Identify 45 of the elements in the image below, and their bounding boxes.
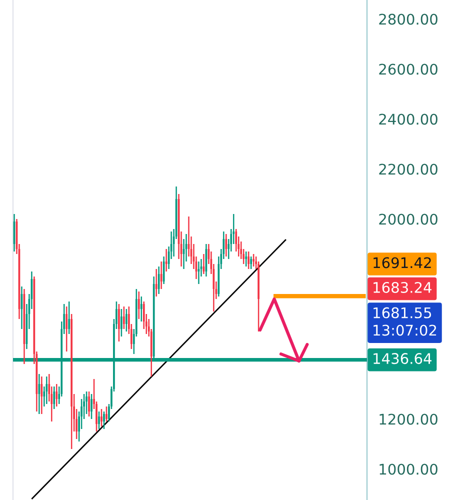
ref-line-label: 1436.64 xyxy=(374,353,432,364)
y-tick-label: 1000.00 xyxy=(380,464,438,475)
candlestick xyxy=(88,390,90,418)
candlestick xyxy=(138,290,140,320)
candlestick xyxy=(158,266,160,295)
candlestick xyxy=(155,268,158,298)
candlestick xyxy=(100,408,102,428)
candlestick xyxy=(40,376,43,415)
candlestick xyxy=(103,410,105,430)
candlestick xyxy=(38,373,40,415)
candlestick xyxy=(162,256,165,285)
candlestick xyxy=(140,296,142,322)
candlestick xyxy=(248,250,250,270)
candlestick xyxy=(125,308,128,332)
candlestick xyxy=(165,248,168,272)
y-tick-label: 1200.00 xyxy=(380,414,438,425)
candlestick xyxy=(160,260,162,290)
candlestick xyxy=(98,410,100,430)
candlestick xyxy=(235,228,238,252)
candlestick xyxy=(68,300,70,335)
candlestick xyxy=(86,390,88,415)
candlestick xyxy=(90,393,92,420)
candlestick xyxy=(56,383,58,408)
candlestick xyxy=(258,260,260,332)
candlestick xyxy=(106,406,108,422)
candlestick xyxy=(53,386,56,410)
candlestick xyxy=(46,376,48,405)
y-tick-label: 2200.00 xyxy=(379,164,438,175)
text: 1683.24 xyxy=(374,282,432,293)
y-tick-label: 2400.00 xyxy=(379,114,438,125)
candlestick xyxy=(142,300,145,330)
candlestick xyxy=(118,303,120,342)
text: 1681.55 13:07:02 xyxy=(374,307,436,336)
y-tick-label: 2800.00 xyxy=(379,14,438,25)
y-tick-label: 2600.00 xyxy=(379,64,438,75)
y-tick-label: 2000.00 xyxy=(379,214,438,225)
candlestick xyxy=(225,233,228,258)
candlestick xyxy=(252,253,255,268)
candlestick xyxy=(245,250,248,268)
candlestick xyxy=(123,306,125,330)
candlestick xyxy=(120,308,122,338)
candlestick xyxy=(240,240,242,260)
candlestick xyxy=(66,306,68,352)
data-label: 1691.42 xyxy=(374,257,431,268)
candlestick xyxy=(250,256,252,270)
